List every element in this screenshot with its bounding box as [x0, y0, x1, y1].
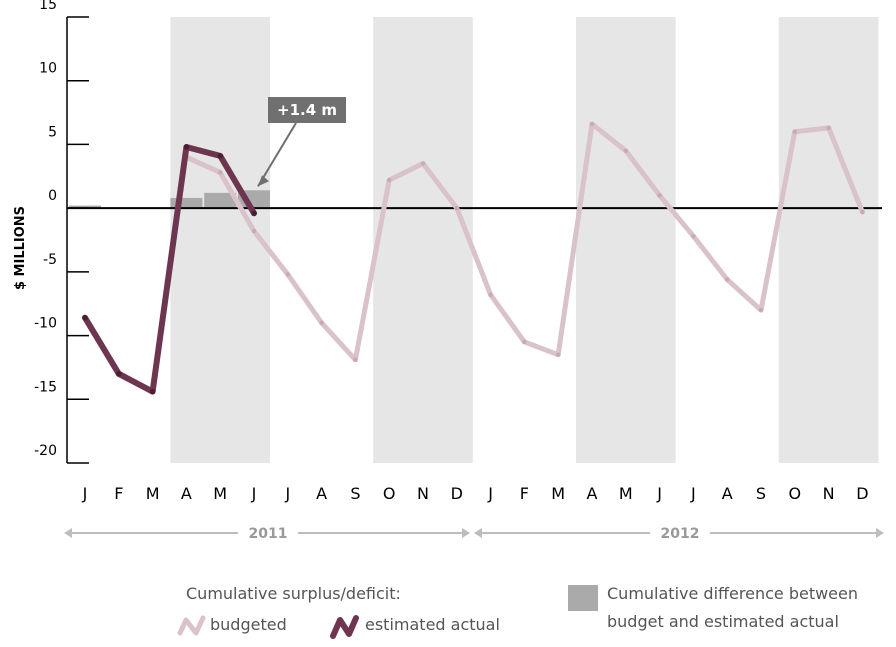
x-tick-label-16: M: [619, 484, 633, 503]
x-tick-label-4: M: [213, 484, 227, 503]
year-axis: 2011 2012: [64, 526, 884, 542]
y-tick-label-2: 5: [48, 124, 57, 140]
legend-actual-swatch: [330, 615, 359, 639]
series-line-1: [82, 143, 257, 395]
legend-actual-label: estimated actual: [365, 615, 500, 634]
difference-bar-1: [170, 197, 203, 209]
x-tick-label-17: J: [656, 484, 662, 503]
x-tick-label-9: O: [383, 484, 396, 503]
series-0-point-10: [522, 339, 527, 345]
series-0-point-13: [623, 148, 628, 153]
y-tick-label-3: 0: [48, 188, 57, 204]
year-arrowhead-end-1: [876, 528, 884, 538]
shaded-quarter-3: [778, 17, 879, 463]
legend-budgeted-label: budgeted: [210, 615, 287, 634]
x-tick-label-5: J: [251, 484, 257, 503]
series-0-point-12: [589, 121, 595, 127]
x-tick-label-20: S: [756, 484, 766, 503]
series-0-point-15: [691, 233, 696, 239]
year-label-0: 2011: [249, 526, 288, 542]
x-tick-label-12: J: [487, 484, 493, 503]
series-0-point-18: [792, 129, 797, 134]
y-tick-label-5: -10: [34, 316, 57, 332]
series-0-point-16: [725, 277, 730, 282]
series-0-point-5: [353, 357, 358, 362]
series-0-point-17: [758, 307, 764, 313]
y-tick-label-0: 15: [39, 0, 57, 13]
annotation-layer: +1.4 m: [257, 97, 346, 187]
x-tick-label-2: M: [146, 484, 160, 503]
x-tick-label-22: N: [823, 484, 835, 503]
series-line-0: [183, 121, 865, 363]
series-0-point-1: [218, 170, 223, 175]
legend-difference-line1: Cumulative difference between: [607, 584, 858, 603]
year-arrowhead-start-1: [474, 528, 482, 538]
series-0-point-8: [454, 205, 459, 211]
series-0-point-14: [657, 193, 662, 198]
difference-bar-2: [204, 192, 237, 209]
y-tick-label-1: 10: [39, 61, 57, 77]
series-0-point-2: [251, 228, 257, 234]
legend: Cumulative surplus/deficit: budgeted est…: [177, 584, 858, 639]
legend-heading: Cumulative surplus/deficit:: [186, 584, 401, 603]
series-1-point-1: [116, 371, 122, 377]
legend-difference-swatch: [568, 585, 598, 611]
annotation-label: +1.4 m: [277, 101, 337, 119]
x-tick-label-10: N: [417, 484, 429, 503]
annotation-arrowhead: [258, 175, 269, 187]
shaded-quarter-1: [373, 17, 473, 463]
y-axis-label: $ MILLIONS: [13, 206, 28, 290]
x-tick-label-8: S: [350, 484, 360, 503]
y-tick-label-6: -15: [34, 379, 57, 395]
series-1-point-2: [149, 388, 156, 395]
annotation-box: [268, 97, 346, 123]
x-tick-label-15: A: [587, 484, 598, 503]
x-tick-label-18: J: [690, 484, 696, 503]
series-1-point-5: [251, 210, 257, 217]
series-line-layer: [82, 121, 865, 395]
x-tick-label-13: F: [520, 484, 529, 503]
x-tick-label-11: D: [451, 484, 463, 503]
y-tick-label-4: -5: [43, 252, 57, 268]
x-tick-label-14: M: [551, 484, 565, 503]
x-tick-label-1: F: [114, 484, 123, 503]
series-1-point-0: [82, 314, 88, 321]
x-tick-label-23: D: [856, 484, 868, 503]
series-1-point-4: [217, 153, 223, 159]
shaded-quarter-0: [170, 17, 270, 463]
axis-layer: 15 10 5 0 -5 -10 -15 -20 J F M A M J J A S O N D J F M A M J J A S O N…: [34, 0, 882, 503]
x-tick-label-7: A: [316, 484, 327, 503]
series-0-point-4: [319, 320, 324, 326]
year-arrowhead-end-0: [462, 528, 470, 538]
x-tick-label-21: O: [789, 484, 802, 503]
y-tick-label-7: -20: [34, 443, 57, 459]
series-0-point-7: [420, 161, 426, 166]
year-label-1: 2012: [661, 526, 700, 542]
series-0-point-3: [285, 272, 290, 277]
x-tick-label-6: J: [284, 484, 290, 503]
series-0-point-20: [860, 209, 865, 215]
x-tick-label-19: A: [722, 484, 733, 503]
series-0-point-19: [826, 125, 831, 131]
x-tick-label-0: J: [82, 484, 88, 503]
x-tick-label-3: A: [181, 484, 192, 503]
series-0-point-11: [556, 352, 561, 357]
shaded-quarter-2: [576, 17, 676, 463]
legend-budgeted-swatch: [177, 615, 206, 636]
shade-layer: [170, 17, 879, 463]
series-0-point-9: [488, 292, 493, 297]
legend-difference-line2: budget and estimated actual: [607, 612, 839, 631]
annotation-arrow-line: [257, 122, 297, 187]
year-arrowhead-start-0: [64, 528, 72, 538]
series-1-point-3: [183, 144, 190, 150]
difference-bar-0: [69, 205, 101, 209]
series-0-point-6: [387, 177, 392, 183]
